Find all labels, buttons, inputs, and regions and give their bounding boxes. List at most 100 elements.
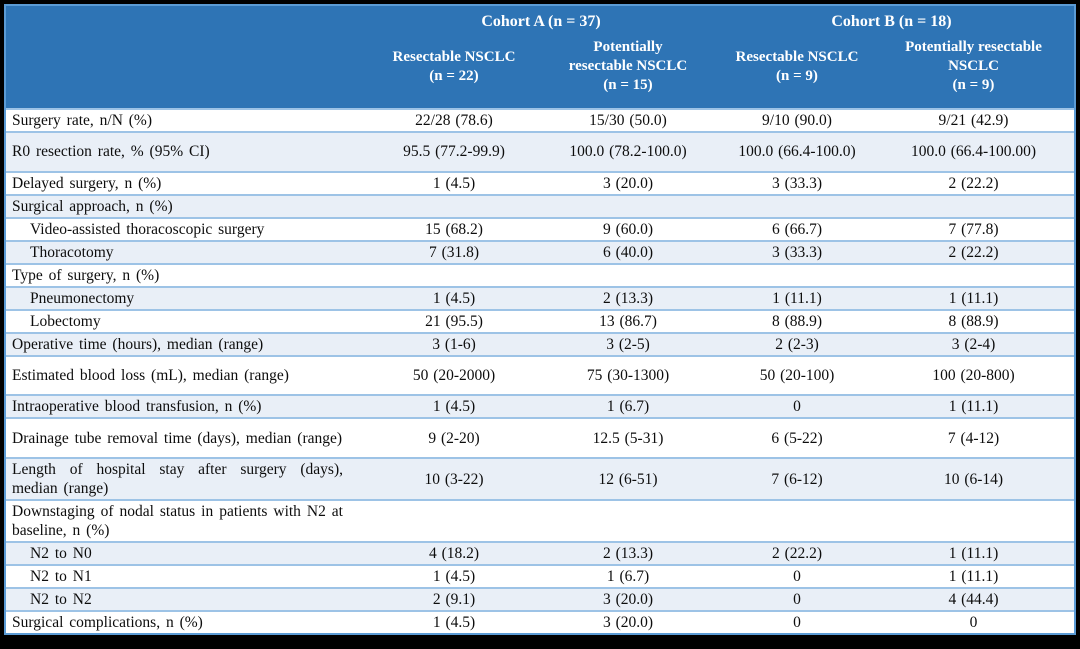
row-value: 100.0 (66.4-100.0) [738,143,856,161]
row-label: Lobectomy [30,312,101,330]
row-value: 12.5 (5-31) [592,429,664,447]
row-value: 3 (20.0) [602,174,654,192]
row-value: 15 (68.2) [425,220,483,238]
row-value [541,520,715,522]
row-value: 1 (11.1) [948,398,999,416]
row-value: 6 (40.0) [602,243,654,261]
row-value: 0 [793,568,801,586]
row-value: 6 (66.7) [771,220,823,238]
row-value: 1 (6.7) [606,568,650,586]
row-value [879,520,1068,522]
surgical-outcomes-table: Cohort A (n = 37) Cohort B (n = 18) Rese… [4,4,1076,635]
row-value: 0 [793,614,801,632]
row-value: 2 (22.2) [948,243,999,261]
table-row: Pneumonectomy 1 (4.5) 2 (13.3) 1 (11.1) 1 (1… [6,285,1074,309]
row-value: 2 (13.3) [602,289,654,307]
row-label: N2 to N2 [30,591,92,609]
row-value: 1 (11.1) [948,545,999,563]
row-value: 22/28 (78.6) [415,112,493,129]
row-value [367,274,541,276]
row-label: Surgery rate, n/N (%) [12,112,153,129]
table-row: Length of hospital stay after surgery (d… [6,457,1074,500]
row-value: 10 (3-22) [424,470,484,488]
row-value: 9/21 (42.9) [938,112,1009,129]
row-value: 100.0 (78.2-100.0) [569,143,687,161]
row-value: 6 (5-22) [771,429,823,447]
row-value: 0 [793,591,801,609]
table-row: Type of surgery, n (%) [6,262,1074,286]
row-label: Estimated blood loss (mL), median (range… [12,367,289,384]
table-row: Thoracotomy 7 (31.8) 6 (40.0) 3 (33.3) 2 (22… [6,239,1074,263]
row-value: 3 (2-5) [606,335,650,353]
row-value: 21 (95.5) [425,312,483,330]
row-value: 50 (20-100) [759,367,835,384]
row-label: Surgical approach, n (%) [12,197,173,215]
row-value [879,205,1068,207]
row-value: 1 (11.1) [948,568,999,586]
table-row: Surgery rate, n/N (%) 22/28 (78.6) 15/30 (… [6,108,1074,131]
row-label: N2 to N1 [30,568,92,586]
row-value: 50 (20-2000) [412,367,496,384]
column-header-potentially-resectable-b: Potentially resectable NSCLC (n = 9) [905,39,1042,93]
row-value: 100 (20-800) [932,367,1015,384]
row-value: 12 (6-51) [598,470,658,488]
row-label: Type of surgery, n (%) [12,266,160,284]
row-label: Operative time (hours), median (range) [12,335,264,353]
table-row: Estimated blood loss (mL), median (range… [6,354,1074,395]
row-value: 0 [969,614,978,632]
row-value: 2 (13.3) [602,545,654,563]
cohort-header-row: Cohort A (n = 37) Cohort B (n = 18) [6,6,1074,33]
table-row: Surgical complications, n (%) 1 (4.5) 3 (2… [6,610,1074,633]
row-value [715,520,879,522]
row-value: 75 (30-1300) [586,367,670,384]
row-value [879,274,1068,276]
table-row: Drainage tube removal time (days), media… [6,417,1074,458]
row-value: 1 (4.5) [432,398,476,416]
row-label: Pneumonectomy [30,289,135,307]
column-header-resectable-a: Resectable NSCLC (n = 22) [392,48,516,84]
row-value: 1 (11.1) [948,289,999,307]
row-value: 3 (2-4) [951,335,996,353]
row-value: 1 (4.5) [432,174,476,192]
row-value: 3 (1-6) [432,335,476,353]
row-value: 3 (20.0) [602,591,654,609]
row-value: 2 (9.1) [432,591,476,609]
column-header-row: Resectable NSCLC (n = 22) Potentially re… [6,33,1074,108]
row-value: 1 (6.7) [606,398,650,416]
row-value: 15/30 (50.0) [589,112,667,129]
row-label: R0 resection rate, % (95% CI) [12,143,210,161]
row-value: 4 (18.2) [428,545,480,563]
row-value: 1 (4.5) [432,289,476,307]
table-row: Video-assisted thoracoscopic surgery 15 (… [6,216,1074,240]
row-value: 1 (11.1) [772,289,822,307]
table-header: Cohort A (n = 37) Cohort B (n = 18) Rese… [6,6,1074,108]
row-value [541,274,715,276]
row-value: 1 (4.5) [432,614,476,632]
row-value: 9 (2-20) [428,429,480,447]
column-header-resectable-b: Resectable NSCLC (n = 9) [735,48,859,84]
row-value [715,205,879,207]
table-row: N2 to N1 1 (4.5) 1 (6.7) 0 1 (11.1) [6,564,1074,588]
table-row: Lobectomy 21 (95.5) 13 (86.7) 8 (88.9) 8 (88… [6,308,1074,332]
row-value: 2 (2-3) [775,335,819,353]
row-value: 100.0 (66.4-100.00) [911,143,1036,161]
cohort-b-header: Cohort B (n = 18) [831,13,952,30]
table-row: R0 resection rate, % (95% CI) 95.5 (77.2-… [6,131,1074,171]
row-value: 8 (88.9) [948,312,999,330]
row-label: Delayed surgery, n (%) [12,174,162,192]
row-value: 95.5 (77.2-99.9) [403,143,505,161]
row-value: 13 (86.7) [599,312,657,330]
table-body: Surgery rate, n/N (%) 22/28 (78.6) 15/30 (… [6,108,1074,633]
row-value: 8 (88.9) [771,312,823,330]
row-label: Surgical complications, n (%) [12,614,203,632]
row-value [367,520,541,522]
row-value: 3 (33.3) [771,243,823,261]
row-value: 7 (31.8) [428,243,480,261]
cohort-a-header: Cohort A (n = 37) [481,13,601,30]
row-value [715,274,879,276]
row-value: 10 (6-14) [943,470,1004,488]
row-label: Thoracotomy [30,243,114,261]
row-value: 1 (4.5) [432,568,476,586]
row-label: Drainage tube removal time (days), media… [12,429,343,447]
